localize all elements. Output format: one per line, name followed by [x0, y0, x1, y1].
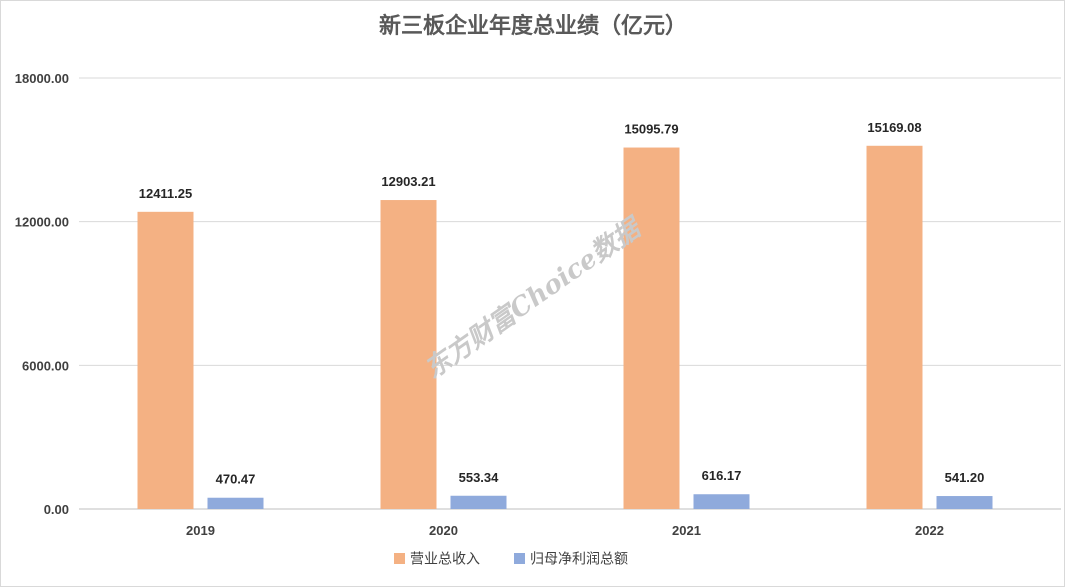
y-axis-ticks: 0.00 6000.00 12000.00 18000.00 [15, 71, 69, 517]
bar-net-profit-2021 [693, 494, 750, 509]
bar-net-profit-2020 [450, 495, 507, 509]
data-label: 616.17 [702, 468, 742, 483]
bar-revenue-2022 [866, 145, 923, 510]
bar-net-profit-2022 [936, 496, 993, 509]
legend-label: 归母净利润总额 [530, 551, 628, 568]
x-tick-label: 2022 [915, 523, 944, 538]
x-axis-ticks: 2019 2020 2021 2022 [186, 523, 944, 538]
legend-label: 营业总收入 [410, 552, 480, 568]
y-tick-label: 18000.00 [15, 71, 69, 86]
x-tick-label: 2019 [186, 523, 215, 538]
data-label: 470.47 [216, 472, 256, 487]
data-label: 12411.25 [139, 186, 193, 201]
bar-revenue-2020 [380, 200, 437, 510]
data-label: 12903.21 [381, 174, 435, 189]
data-labels: 12411.25 470.47 12903.21 553.34 15095.79 616.… [139, 120, 985, 487]
x-tick-label: 2021 [672, 523, 701, 538]
data-label: 541.20 [945, 470, 985, 485]
legend: 营业总收入 归母净利润总额 [394, 551, 628, 568]
legend-swatch [394, 553, 405, 564]
data-label: 15169.08 [867, 120, 921, 135]
bar-revenue-2021 [623, 147, 680, 510]
y-tick-label: 0.00 [44, 502, 69, 517]
watermark-text: 东方财富Choice数据 [419, 212, 649, 385]
y-tick-label: 6000.00 [22, 358, 69, 373]
data-label: 15095.79 [624, 122, 678, 137]
x-tick-label: 2020 [429, 523, 458, 538]
bar-revenue-2019 [137, 211, 194, 509]
legend-swatch [514, 553, 525, 564]
y-tick-label: 12000.00 [15, 215, 69, 230]
legend-item-revenue: 营业总收入 [394, 552, 480, 568]
data-label: 553.34 [459, 470, 500, 485]
chart-title: 新三板企业年度总业绩（亿元） [379, 13, 687, 39]
bars [137, 145, 993, 510]
legend-item-net-profit: 归母净利润总额 [514, 551, 628, 568]
bar-net-profit-2019 [207, 497, 264, 509]
